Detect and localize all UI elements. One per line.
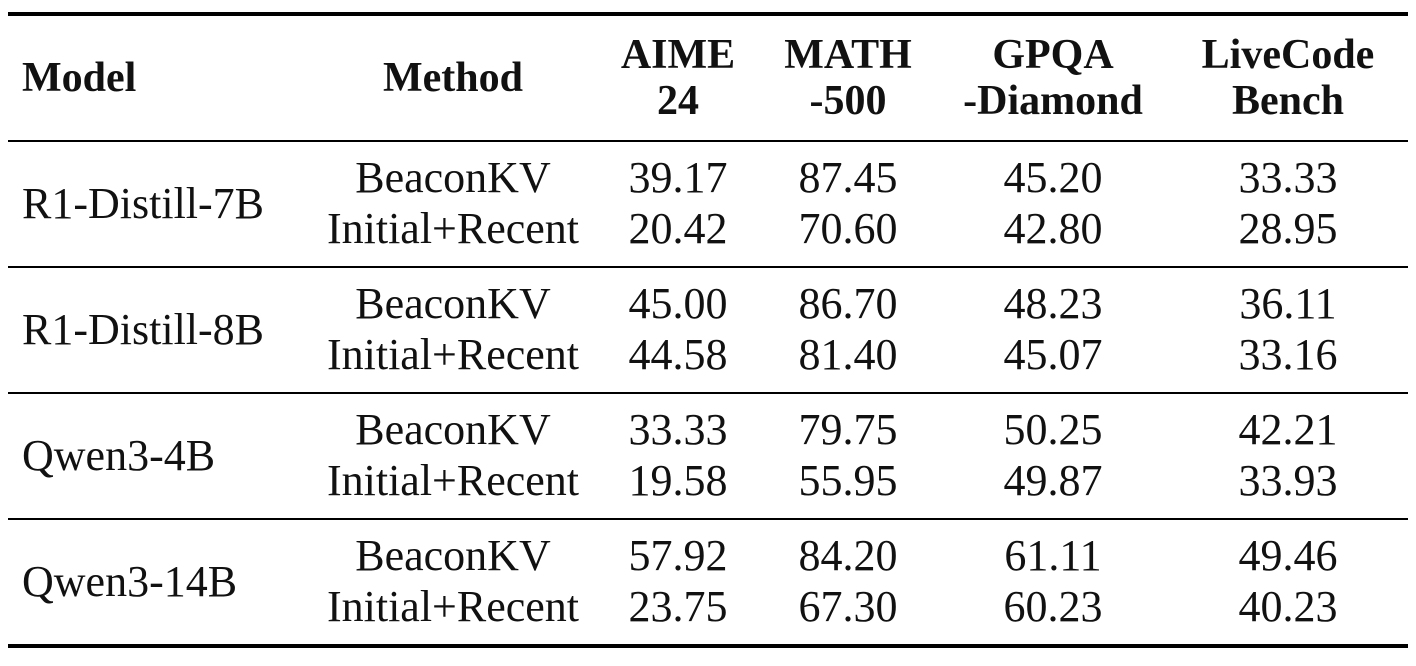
math-cell: 79.75 55.95 <box>758 393 938 519</box>
gpqa-value: 42.80 <box>1003 204 1103 253</box>
livecode-value: 28.95 <box>1238 204 1338 253</box>
method-value: BeaconKV <box>355 279 551 328</box>
header-gpqa: GPQA -Diamond <box>938 14 1168 141</box>
aime-value: 19.58 <box>628 456 728 505</box>
header-aime-line2: 24 <box>657 78 699 124</box>
table-row: Qwen3-14B BeaconKV Initial+Recent 57.92 … <box>8 519 1408 646</box>
results-table-container: Model Method AIME 24 MATH -500 GPQA -Dia… <box>8 12 1408 648</box>
table-row: Qwen3-4B BeaconKV Initial+Recent 33.33 1… <box>8 393 1408 519</box>
gpqa-cell: 45.20 42.80 <box>938 141 1168 267</box>
header-aime-line1: AIME <box>620 32 736 78</box>
aime-value: 44.58 <box>628 330 728 379</box>
livecode-value: 33.16 <box>1238 330 1338 379</box>
livecode-value: 33.93 <box>1238 456 1338 505</box>
math-value: 70.60 <box>798 204 898 253</box>
model-cell: Qwen3-4B <box>22 430 216 480</box>
gpqa-value: 45.20 <box>1003 153 1103 202</box>
header-livecode: LiveCode Bench <box>1168 14 1408 141</box>
method-value: BeaconKV <box>355 405 551 454</box>
math-cell: 86.70 81.40 <box>758 267 938 393</box>
method-value: Initial+Recent <box>326 582 580 631</box>
livecode-value: 42.21 <box>1238 405 1338 454</box>
header-aime: AIME 24 <box>598 14 758 141</box>
aime-value: 39.17 <box>628 153 728 202</box>
model-cell: R1-Distill-7B <box>22 178 265 228</box>
math-value: 79.75 <box>798 405 898 454</box>
method-value: Initial+Recent <box>326 330 580 379</box>
model-cell: R1-Distill-8B <box>22 304 265 354</box>
aime-cell: 33.33 19.58 <box>598 393 758 519</box>
header-math-line1: MATH <box>784 32 912 78</box>
aime-value: 20.42 <box>628 204 728 253</box>
math-value: 84.20 <box>798 531 898 580</box>
aime-cell: 57.92 23.75 <box>598 519 758 646</box>
gpqa-value: 61.11 <box>1004 531 1102 580</box>
header-gpqa-line1: GPQA <box>992 32 1114 78</box>
livecode-cell: 36.11 33.16 <box>1168 267 1408 393</box>
gpqa-cell: 50.25 49.87 <box>938 393 1168 519</box>
livecode-cell: 33.33 28.95 <box>1168 141 1408 267</box>
aime-value: 57.92 <box>628 531 728 580</box>
header-gpqa-line2: -Diamond <box>963 78 1143 124</box>
header-livecode-line2: Bench <box>1231 78 1344 124</box>
header-math: MATH -500 <box>758 14 938 141</box>
livecode-cell: 49.46 40.23 <box>1168 519 1408 646</box>
header-row: Model Method AIME 24 MATH -500 GPQA -Dia… <box>8 14 1408 141</box>
livecode-value: 49.46 <box>1238 531 1338 580</box>
method-cell: BeaconKV Initial+Recent <box>308 141 598 267</box>
math-cell: 84.20 67.30 <box>758 519 938 646</box>
method-value: Initial+Recent <box>326 204 580 253</box>
method-value: Initial+Recent <box>326 456 580 505</box>
livecode-cell: 42.21 33.93 <box>1168 393 1408 519</box>
math-value: 67.30 <box>798 582 898 631</box>
livecode-value: 33.33 <box>1238 153 1338 202</box>
livecode-value: 36.11 <box>1239 279 1337 328</box>
aime-value: 33.33 <box>628 405 728 454</box>
aime-cell: 39.17 20.42 <box>598 141 758 267</box>
gpqa-value: 48.23 <box>1003 279 1103 328</box>
method-cell: BeaconKV Initial+Recent <box>308 267 598 393</box>
math-value: 86.70 <box>798 279 898 328</box>
math-value: 81.40 <box>798 330 898 379</box>
gpqa-cell: 48.23 45.07 <box>938 267 1168 393</box>
table-row: R1-Distill-7B BeaconKV Initial+Recent 39… <box>8 141 1408 267</box>
gpqa-cell: 61.11 60.23 <box>938 519 1168 646</box>
model-cell: Qwen3-14B <box>22 556 238 606</box>
method-cell: BeaconKV Initial+Recent <box>308 519 598 646</box>
math-cell: 87.45 70.60 <box>758 141 938 267</box>
header-model: Model <box>22 55 137 101</box>
header-math-line2: -500 <box>809 78 887 124</box>
header-method: Method <box>383 55 523 101</box>
aime-value: 45.00 <box>628 279 728 328</box>
results-table: Model Method AIME 24 MATH -500 GPQA -Dia… <box>8 12 1408 648</box>
method-value: BeaconKV <box>355 153 551 202</box>
gpqa-value: 50.25 <box>1003 405 1103 454</box>
aime-cell: 45.00 44.58 <box>598 267 758 393</box>
math-value: 87.45 <box>798 153 898 202</box>
gpqa-value: 60.23 <box>1003 582 1103 631</box>
gpqa-value: 45.07 <box>1003 330 1103 379</box>
method-value: BeaconKV <box>355 531 551 580</box>
header-livecode-line1: LiveCode <box>1201 32 1375 78</box>
table-row: R1-Distill-8B BeaconKV Initial+Recent 45… <box>8 267 1408 393</box>
aime-value: 23.75 <box>628 582 728 631</box>
gpqa-value: 49.87 <box>1003 456 1103 505</box>
math-value: 55.95 <box>798 456 898 505</box>
method-cell: BeaconKV Initial+Recent <box>308 393 598 519</box>
livecode-value: 40.23 <box>1238 582 1338 631</box>
